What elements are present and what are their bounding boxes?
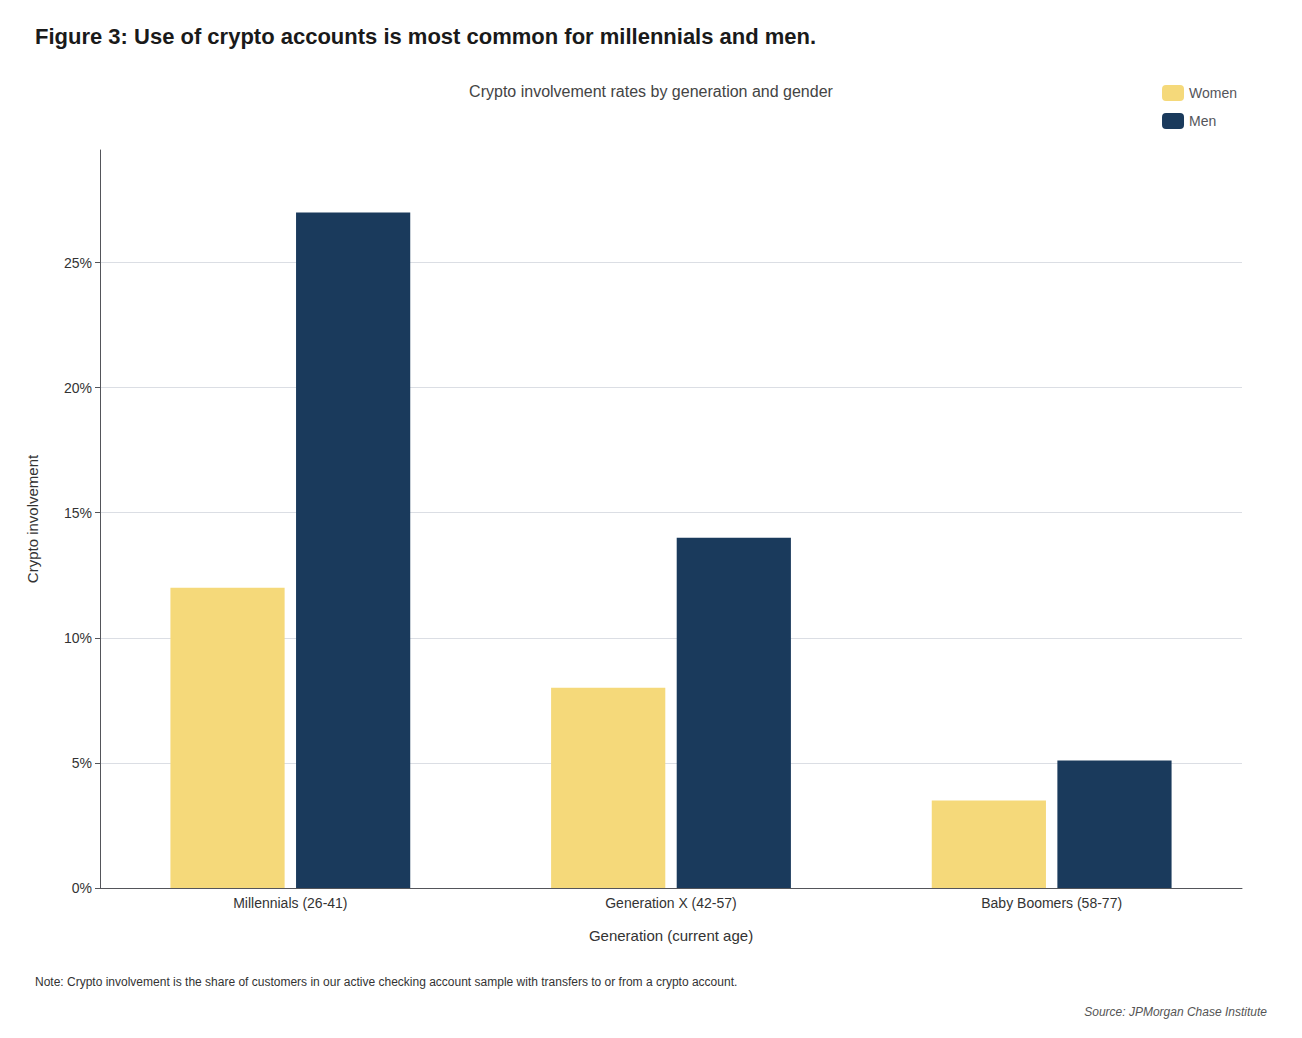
svg-text:Millennials (26-41): Millennials (26-41) <box>233 895 347 911</box>
svg-text:Generation X (42-57): Generation X (42-57) <box>605 895 737 911</box>
svg-text:Men: Men <box>1189 113 1216 129</box>
svg-text:Crypto involvement rates by ge: Crypto involvement rates by generation a… <box>469 83 833 100</box>
svg-text:5%: 5% <box>72 755 92 771</box>
svg-text:15%: 15% <box>64 505 92 521</box>
svg-text:Generation (current age): Generation (current age) <box>589 927 753 944</box>
svg-text:Figure 3: Use of crypto accoun: Figure 3: Use of crypto accounts is most… <box>35 24 816 49</box>
svg-text:20%: 20% <box>64 380 92 396</box>
svg-text:Source: JPMorgan Chase Institu: Source: JPMorgan Chase Institute <box>1084 1005 1267 1019</box>
svg-text:25%: 25% <box>64 255 92 271</box>
svg-text:Baby Boomers (58-77): Baby Boomers (58-77) <box>981 895 1122 911</box>
svg-text:Crypto involvement: Crypto involvement <box>24 454 41 583</box>
svg-text:Women: Women <box>1189 85 1237 101</box>
svg-text:10%: 10% <box>64 630 92 646</box>
svg-text:0%: 0% <box>72 880 92 896</box>
svg-text:Note: Crypto involvement is th: Note: Crypto involvement is the share of… <box>35 975 737 989</box>
